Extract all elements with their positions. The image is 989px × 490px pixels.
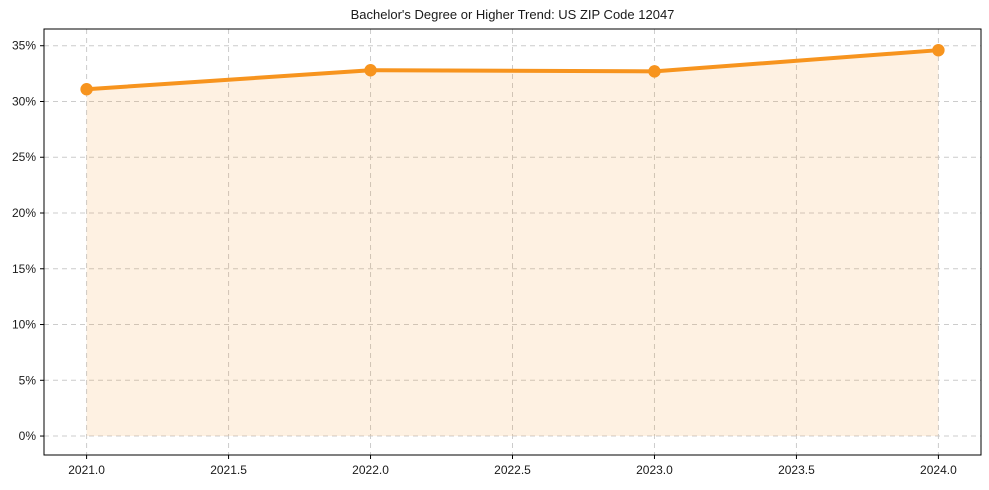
x-tick-label: 2022.5	[494, 463, 531, 477]
data-point-marker	[364, 64, 377, 77]
x-tick-label: 2022.0	[352, 463, 389, 477]
y-tick-label: 35%	[12, 39, 36, 53]
data-point-marker	[932, 43, 945, 57]
plot-frame	[43, 28, 982, 456]
x-tick-label: 2021.5	[210, 463, 247, 477]
y-tick-label: 25%	[12, 150, 36, 164]
y-tick-label: 5%	[19, 373, 37, 387]
series-area-fill	[86, 50, 939, 437]
y-tick-label: 0%	[19, 429, 37, 443]
x-tick-label: 2023.5	[778, 463, 815, 477]
y-tick-label: 30%	[12, 94, 36, 108]
y-tick-label: 20%	[12, 206, 36, 220]
data-point-marker	[80, 83, 93, 96]
series-line	[84, 48, 941, 92]
y-tick-label: 10%	[12, 318, 36, 332]
chart-title: Bachelor's Degree or Higher Trend: US ZI…	[350, 7, 675, 22]
data-point-marker	[648, 65, 661, 78]
x-tick-label: 2023.0	[636, 463, 673, 477]
x-tick-label: 2024.0	[920, 463, 957, 477]
x-tick-label: 2021.0	[68, 463, 105, 477]
y-tick-label: 15%	[12, 262, 36, 276]
